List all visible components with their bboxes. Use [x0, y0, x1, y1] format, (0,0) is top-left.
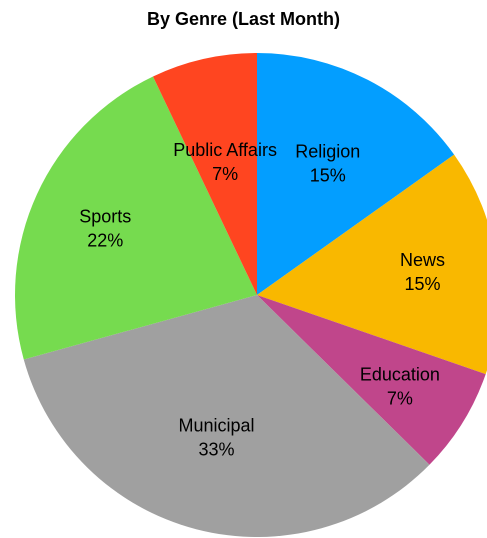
- pie-slice-religion: [257, 53, 455, 295]
- slice-label-news: News: [400, 250, 445, 270]
- slice-percent-municipal: 33%: [198, 440, 234, 460]
- slice-percent-news: 15%: [404, 274, 440, 294]
- pie-slice-education: [257, 295, 486, 465]
- pie-slice-news: [257, 154, 487, 375]
- chart-title: By Genre (Last Month): [146, 9, 340, 29]
- slice-label-education: Education: [360, 364, 440, 384]
- slice-label-religion: Religion: [295, 142, 360, 162]
- pie-slice-public-affairs: [152, 53, 257, 295]
- slice-percent-religion: 15%: [310, 166, 346, 186]
- slice-label-municipal: Municipal: [178, 416, 254, 436]
- slice-percent-sports: 22%: [87, 231, 123, 251]
- pie-slice-sports: [14, 76, 258, 360]
- slice-label-sports: Sports: [79, 207, 131, 227]
- pie-slices: [14, 53, 487, 538]
- pie-labels: Religion 15% News 15% Education 7% Municipal 33…: [79, 140, 445, 460]
- slice-percent-public-affairs: 7%: [212, 164, 238, 184]
- pie-slice-municipal: [23, 295, 430, 538]
- slice-percent-education: 7%: [387, 388, 413, 408]
- slice-label-public-affairs: Public Affairs: [173, 140, 277, 160]
